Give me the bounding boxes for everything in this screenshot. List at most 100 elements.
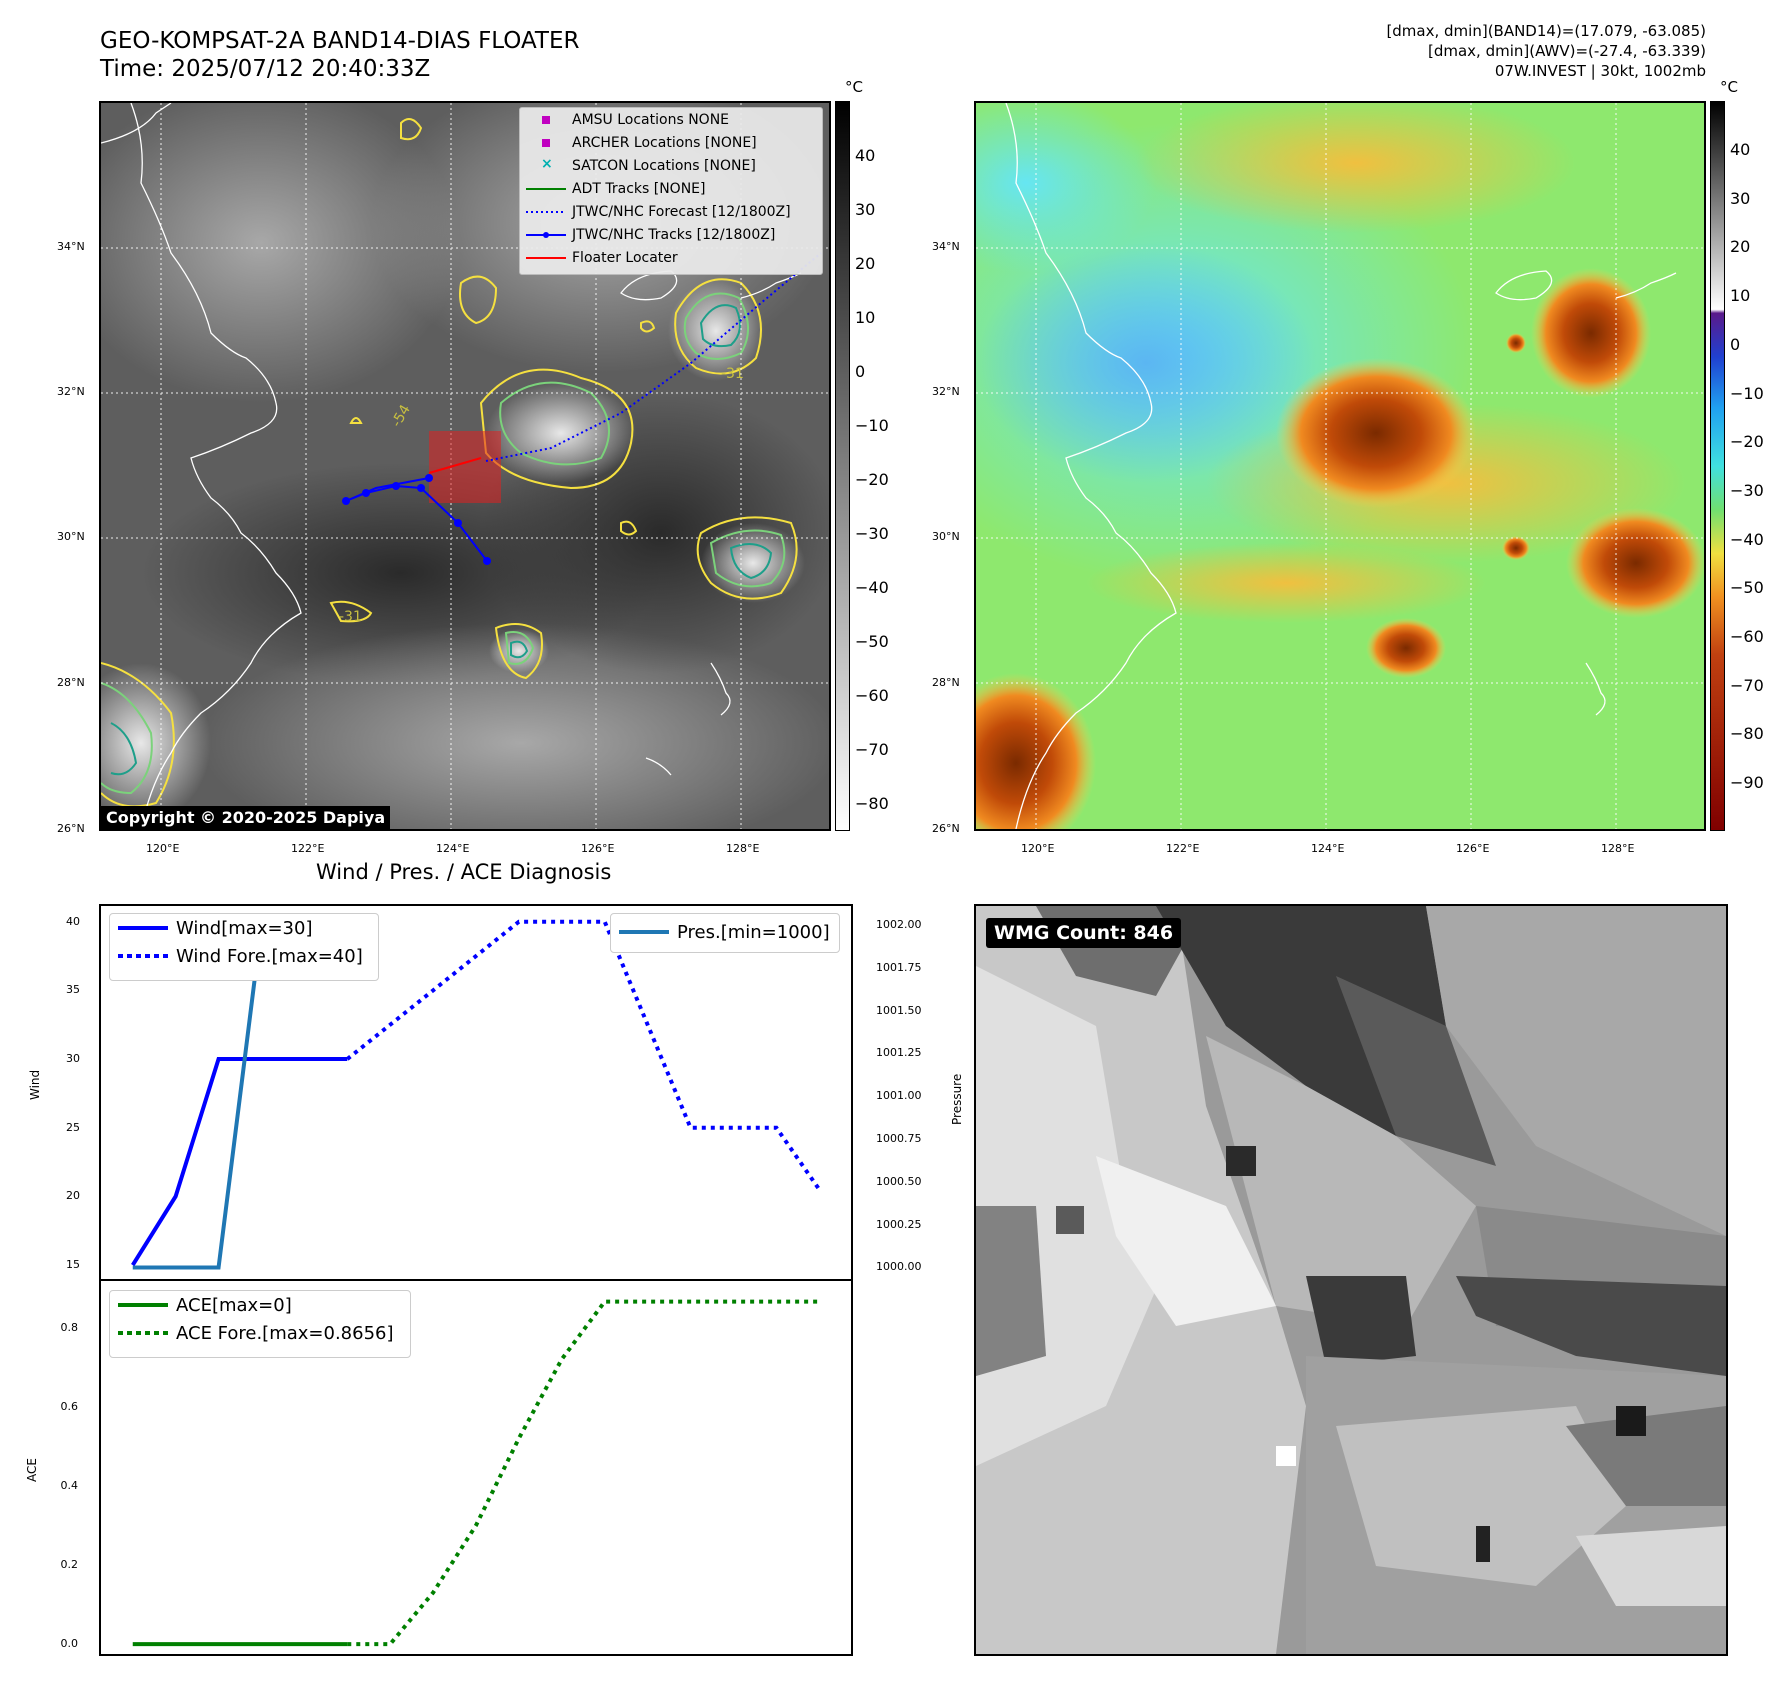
cb-right-tick: −30 — [1730, 480, 1764, 500]
band14-map: -54 -31 -31 — [99, 101, 831, 831]
cb-right-tick: −70 — [1730, 675, 1764, 695]
colorbar-right — [1710, 101, 1725, 831]
lon-label-128: 128°E — [726, 842, 760, 855]
pressure-tick: 1002.00 — [876, 918, 922, 932]
pressure-tick: 1001.75 — [876, 960, 922, 974]
ace-tick: 0.8 — [60, 1320, 79, 1334]
contour-label-31b: -31 — [339, 609, 362, 625]
pressure-tick: 1001.00 — [876, 1089, 922, 1103]
info-line-2: [dmax, dmin](AWV)=(-27.4, -63.339) — [1427, 42, 1706, 60]
wind-legend: Wind[max=30] Wind Fore.[max=40] — [109, 913, 379, 981]
lat-label-28: 28°N — [57, 676, 85, 689]
series-line-wind-fore- — [346, 919, 821, 1191]
ace-axis-label: ACE — [25, 1458, 39, 1482]
cb-right-tick: 20 — [1730, 237, 1751, 257]
cb-right-tick: 0 — [1730, 334, 1741, 354]
cb-right-tick: −10 — [1730, 383, 1764, 403]
pressure-tick: 1000.25 — [876, 1217, 922, 1231]
wind-axis-label: Wind — [28, 1069, 42, 1100]
r-lon-label-128: 128°E — [1601, 842, 1635, 855]
map-legend-item: × SATCON Locations [NONE] — [520, 154, 822, 177]
r-lon-label-126: 126°E — [1456, 842, 1490, 855]
pressure-tick: 1001.25 — [876, 1046, 922, 1060]
lon-label-122: 122°E — [291, 842, 325, 855]
legend-swatch — [526, 181, 566, 197]
cb-left-tick: 30 — [855, 200, 876, 219]
map-legend-label: JTWC/NHC Forecast [12/1800Z] — [572, 203, 791, 220]
series-line-ace-fore- — [347, 1299, 820, 1647]
cb-left-tick: 10 — [855, 308, 876, 327]
map-legend-item: JTWC/NHC Tracks [12/1800Z] — [520, 223, 822, 246]
r-lon-label-120: 120°E — [1021, 842, 1055, 855]
cb-left-tick: −40 — [855, 578, 889, 597]
ace-tick: 0.4 — [60, 1478, 79, 1492]
diag-plot — [99, 919, 853, 1647]
ace-tick: 0.2 — [60, 1557, 79, 1571]
cb-right-tick: 10 — [1730, 286, 1751, 306]
colorbar-left-unit: °C — [845, 78, 863, 96]
map-legend-label: Floater Locater — [572, 249, 678, 266]
cb-left-tick: 20 — [855, 254, 876, 273]
forecast-track — [485, 252, 822, 462]
legend-swatch — [526, 204, 566, 220]
cb-right-tick: 40 — [1730, 140, 1751, 159]
awv-map-image — [976, 103, 1704, 829]
pressure-tick: 1000.50 — [876, 1174, 922, 1188]
wind-fore-legend-swatch — [118, 954, 168, 958]
map-legend-item: AMSU Locations NONE — [520, 108, 822, 131]
cb-right-tick: −20 — [1730, 432, 1764, 452]
lon-label-120: 120°E — [146, 842, 180, 855]
cb-right-tick: 30 — [1730, 188, 1751, 208]
wmg-image — [976, 906, 1726, 1654]
lon-label-126: 126°E — [581, 842, 615, 855]
cb-right-tick: −40 — [1730, 529, 1764, 549]
colorbar-left — [835, 101, 850, 831]
map-legend-item: Floater Locater — [520, 246, 822, 269]
lat-label-26: 26°N — [57, 822, 85, 835]
observed-track — [345, 477, 488, 562]
legend-swatch — [526, 250, 566, 266]
ace-legend-label: ACE[max=0] — [176, 1294, 292, 1316]
cb-left-tick: −80 — [855, 794, 889, 813]
wmg-count-badge: WMG Count: 846 — [986, 918, 1182, 948]
info-line-1: [dmax, dmin](BAND14)=(17.079, -63.085) — [1386, 22, 1706, 40]
ace-fore-legend-swatch — [118, 1331, 168, 1335]
legend-swatch — [526, 135, 566, 151]
info-line-3: 07W.INVEST | 30kt, 1002mb — [1494, 62, 1706, 80]
ace-tick: 0.0 — [60, 1637, 79, 1651]
colorbar-right-unit: °C — [1720, 78, 1738, 96]
map-legend-item: JTWC/NHC Forecast [12/1800Z] — [520, 200, 822, 223]
pressure-tick: 1001.50 — [876, 1003, 922, 1017]
map-legend-label: JTWC/NHC Tracks [12/1800Z] — [572, 226, 776, 243]
ace-fore-legend-label: ACE Fore.[max=0.8656] — [176, 1322, 394, 1344]
ace-legend: ACE[max=0] ACE Fore.[max=0.8656] — [109, 1290, 411, 1358]
cb-left-tick: 40 — [855, 146, 876, 165]
legend-swatch: × — [541, 155, 553, 172]
map-legend-label: AMSU Locations NONE — [572, 111, 730, 128]
pressure-legend: Pres.[min=1000] — [610, 913, 840, 953]
cb-left-tick: −20 — [855, 470, 889, 489]
cb-right-tick: −80 — [1730, 724, 1764, 744]
pressure-axis-label: Pressure — [950, 1073, 964, 1125]
awv-map — [974, 101, 1706, 831]
wind-tick: 25 — [66, 1120, 80, 1134]
ace-legend-swatch — [118, 1303, 168, 1307]
map-legend-item: ARCHER Locations [NONE] — [520, 131, 822, 154]
contour-label-31: -31 — [721, 366, 744, 382]
pressure-legend-label: Pres.[min=1000] — [677, 921, 830, 943]
map-legend-item: ADT Tracks [NONE] — [520, 177, 822, 200]
wind-tick: 35 — [66, 983, 80, 997]
wind-legend-swatch — [118, 926, 168, 930]
cb-left-tick: −60 — [855, 686, 889, 705]
cb-right-tick: −50 — [1730, 578, 1764, 598]
band14-map-image: -54 -31 -31 — [101, 103, 829, 829]
wind-legend-label: Wind[max=30] — [176, 917, 313, 939]
ace-tick: 0.6 — [60, 1399, 79, 1413]
r-lon-label-122: 122°E — [1166, 842, 1200, 855]
wind-fore-legend-label: Wind Fore.[max=40] — [176, 945, 363, 967]
title-line-2: Time: 2025/07/12 20:40:33Z — [100, 56, 431, 82]
floater-box — [429, 431, 501, 503]
wmg-panel — [974, 904, 1728, 1656]
lat-label-32: 32°N — [57, 385, 85, 398]
wind-tick: 15 — [66, 1258, 80, 1271]
